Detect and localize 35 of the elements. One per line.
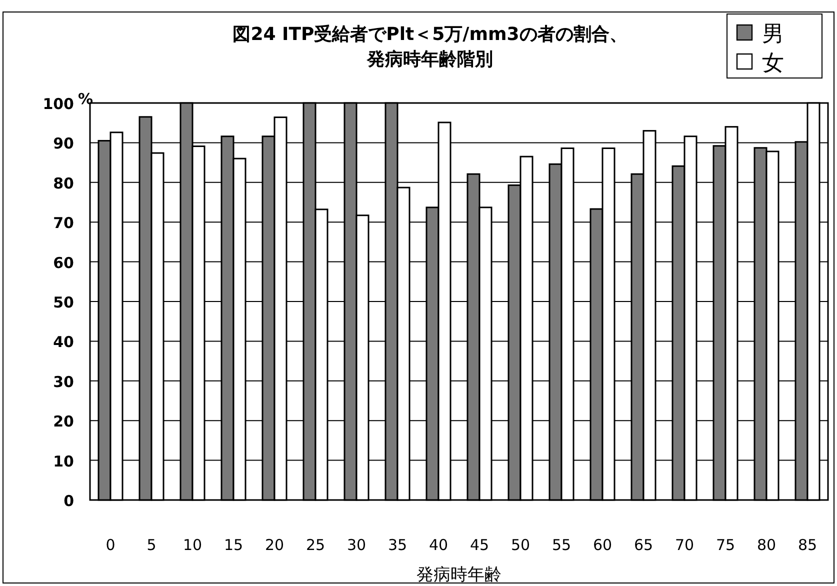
x-tick-label: 80 (756, 536, 776, 554)
y-axis-title: % (78, 90, 94, 108)
y-tick-label: 100 (42, 95, 74, 113)
chart-title: 図24 ITP受給者でPlt＜5万/mm3の者の割合、 (232, 24, 628, 45)
y-tick-label: 10 (53, 452, 74, 470)
x-tick-label: 60 (592, 536, 612, 554)
y-tick-label: 80 (53, 174, 74, 192)
x-tick-label: 0 (106, 536, 116, 554)
y-tick-label: 90 (53, 134, 74, 153)
y-tick-label: 30 (53, 372, 74, 391)
y-tick-label: 40 (53, 333, 74, 352)
x-tick-label: 75 (716, 536, 736, 554)
y-tick-label: 50 (53, 294, 74, 312)
x-tick-label: 65 (634, 536, 654, 554)
x-tick-label: 40 (428, 536, 448, 554)
x-tick-label: 70 (674, 536, 694, 554)
y-tick-label: 0 (64, 492, 74, 510)
x-tick-label: 5 (146, 536, 156, 554)
x-tick-label: 10 (182, 536, 202, 554)
x-tick-label: 45 (470, 536, 490, 554)
chart-subtitle: 発病時年齢階別 (366, 49, 493, 70)
x-axis-title: 発病時年齢 (416, 565, 502, 585)
x-tick-label: 25 (306, 536, 326, 554)
x-tick-label: 55 (552, 536, 572, 554)
x-tick-label: 50 (510, 536, 530, 554)
x-tick-label: 85 (798, 536, 818, 554)
x-tick-label: 20 (264, 536, 284, 554)
legend-label: 男 (762, 22, 784, 47)
y-tick-label: 70 (53, 214, 74, 232)
legend-label: 女 (762, 51, 784, 76)
y-tick-label: 20 (53, 412, 74, 431)
x-tick-label: 15 (224, 536, 244, 554)
x-tick-label: 30 (346, 536, 366, 554)
y-tick-label: 60 (53, 254, 74, 272)
x-tick-label: 35 (388, 536, 408, 554)
